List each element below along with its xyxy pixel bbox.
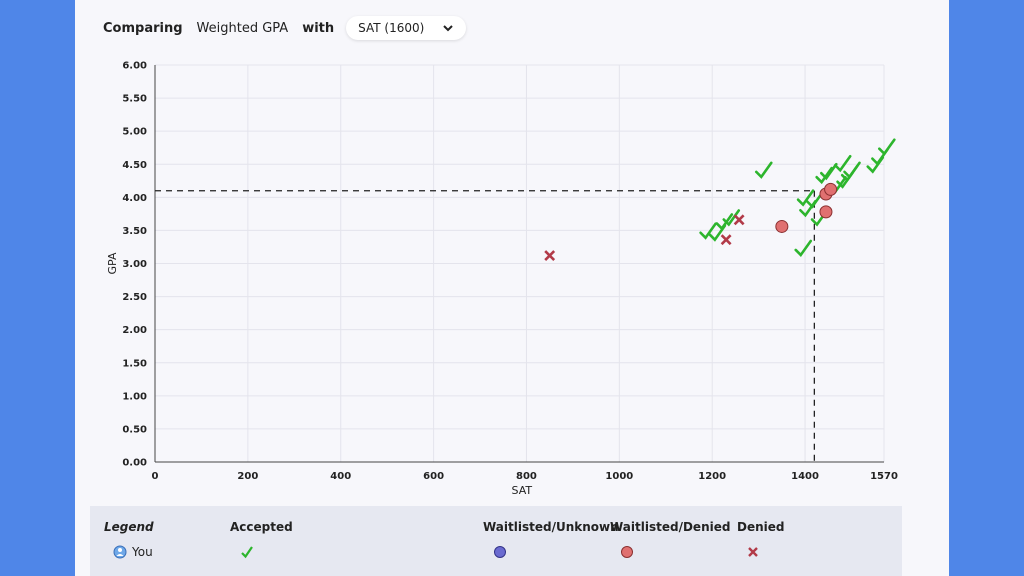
legend-waitlisted-unknown-label: Waitlisted/Unknown	[483, 520, 619, 534]
x-tick-label: 1200	[698, 471, 726, 482]
with-label: with	[302, 20, 335, 36]
y-tick-label: 1.50	[122, 358, 147, 369]
accepted-point	[754, 161, 773, 179]
x-tick-label: 0	[152, 471, 159, 482]
legend-title: Legend	[104, 520, 154, 534]
legend-accepted-label: Accepted	[230, 520, 293, 534]
denied-point	[544, 250, 556, 261]
waitlisted-denied-point	[819, 205, 833, 219]
y-tick-label: 6.00	[122, 61, 147, 72]
legend-accepted-marker	[240, 545, 254, 559]
denied-point	[733, 214, 745, 226]
y-tick-label: 0.00	[122, 458, 147, 469]
chevron-down-icon	[443, 25, 453, 32]
chart-panel: Comparing Weighted GPA with SAT (1600) L…	[75, 0, 949, 576]
test-select-value: SAT (1600)	[358, 21, 425, 35]
x-icon	[748, 547, 758, 557]
accepted-point	[819, 162, 838, 181]
accepted-point	[794, 239, 813, 257]
y-tick-label: 5.00	[122, 127, 147, 138]
y-tick-label: 4.00	[122, 193, 147, 204]
legend-waitlisted-denied-label: Waitlisted/Denied	[610, 520, 731, 534]
accepted-point	[715, 213, 734, 231]
accepted-point	[843, 161, 861, 179]
x-tick-label: 200	[237, 471, 258, 482]
y-tick-label: 3.00	[122, 259, 147, 270]
y-tick-label: 2.00	[122, 325, 147, 336]
y-axis-label: GPA	[106, 252, 119, 274]
x-tick-label: 1400	[791, 471, 819, 482]
check-icon	[241, 546, 253, 559]
accepted-point	[815, 166, 833, 185]
y-tick-label: 2.50	[122, 292, 147, 303]
legend-denied-marker	[746, 545, 760, 559]
scatter-chart: 0.00 0.50 1.00 1.50 2.00 2.50 3.00 3.50 4.00 4.50…	[106, 61, 898, 498]
x-tick-label: 600	[423, 471, 444, 482]
metric-label: Weighted GPA	[196, 20, 289, 36]
accepted-point	[708, 224, 727, 242]
denied-point	[720, 234, 732, 246]
x-tick-label: 400	[330, 471, 351, 482]
y-tick-label: 4.50	[122, 160, 147, 171]
legend-waitlisted-denied-marker	[620, 545, 634, 559]
accepted-point	[833, 154, 852, 173]
y-tick-label: 1.00	[122, 391, 147, 402]
legend: Legend Accepted Waitlisted/Unknown Waitl…	[90, 506, 902, 576]
accepted-point	[806, 191, 824, 209]
y-tick-label: 3.50	[122, 226, 147, 237]
accepted-point	[878, 138, 896, 156]
you-label: You	[132, 545, 153, 559]
accepted-point	[699, 222, 717, 240]
accepted-point	[796, 189, 815, 207]
x-tick-label: 800	[516, 471, 537, 482]
blue-circle-icon	[494, 546, 506, 558]
comparing-label: Comparing	[103, 20, 183, 36]
red-circle-icon	[621, 546, 633, 558]
waitlisted-denied-point	[824, 182, 838, 196]
x-axis-label: SAT	[512, 484, 533, 497]
legend-denied-label: Denied	[737, 520, 785, 534]
you-icon	[113, 545, 127, 559]
compare-bar: Comparing Weighted GPA with SAT (1600)	[103, 14, 467, 42]
y-tick-label: 0.50	[122, 424, 147, 435]
legend-you: You	[113, 545, 153, 559]
x-tick-label: 1570	[870, 471, 898, 482]
test-select[interactable]: SAT (1600)	[346, 16, 467, 40]
y-tick-label: 5.50	[122, 94, 147, 105]
waitlisted-denied-point	[775, 219, 789, 233]
x-tick-label: 1000	[605, 471, 633, 482]
legend-waitlisted-unknown-marker	[493, 545, 507, 559]
